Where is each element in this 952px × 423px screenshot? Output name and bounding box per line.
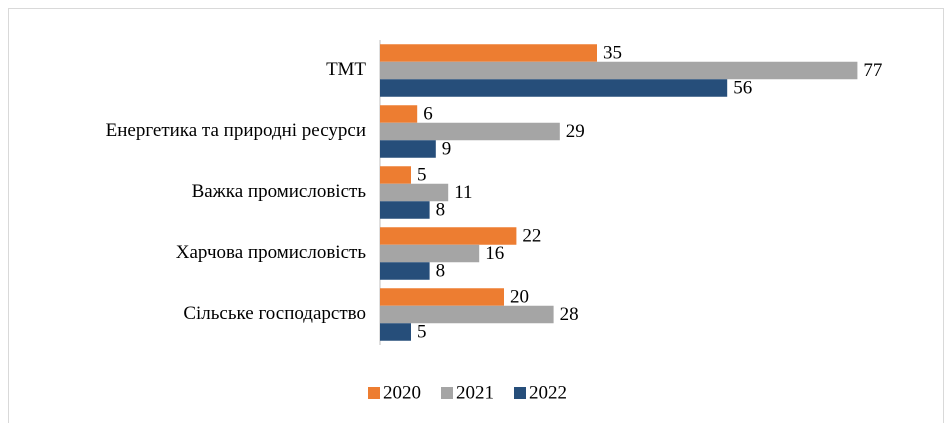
bar [380, 61, 858, 80]
value-label: 11 [454, 182, 472, 203]
bar [380, 166, 411, 184]
bar [380, 44, 597, 62]
bar [380, 262, 430, 280]
y-tick-label: Важка промисловість [192, 181, 367, 202]
value-label: 56 [733, 77, 752, 98]
bar [380, 227, 517, 245]
bar [380, 122, 560, 141]
legend-label: 2021 [456, 382, 494, 403]
bar [380, 323, 411, 341]
value-label: 28 [560, 304, 579, 325]
value-label: 9 [442, 138, 452, 159]
value-label: 35 [603, 42, 622, 63]
bar [380, 105, 418, 123]
value-label: 8 [436, 199, 446, 220]
bar [380, 140, 436, 158]
value-label: 22 [522, 225, 541, 246]
value-label: 77 [863, 60, 882, 81]
legend-swatch [441, 387, 453, 399]
value-label: 5 [417, 164, 427, 185]
legend-label: 2020 [383, 382, 421, 403]
value-label: 16 [485, 243, 504, 264]
legend-label: 2022 [529, 382, 567, 403]
value-label: 6 [423, 103, 433, 124]
bar [380, 201, 430, 219]
chart-frame [8, 8, 944, 423]
bar [380, 305, 554, 324]
value-label: 5 [417, 321, 427, 342]
bar [380, 244, 480, 263]
y-tick-label: Харчова промисловість [176, 242, 367, 263]
legend-swatch [368, 387, 380, 399]
legend-swatch [514, 387, 526, 399]
value-label: 29 [566, 121, 585, 142]
value-label: 8 [436, 260, 446, 281]
y-tick-label: Енергетика та природні ресурси [106, 120, 366, 141]
bar [380, 79, 728, 97]
bar [380, 183, 449, 202]
value-label: 20 [510, 286, 529, 307]
bar [380, 288, 504, 306]
y-tick-label: Сільське господарство [183, 303, 366, 324]
y-tick-label: ТМТ [326, 59, 366, 80]
